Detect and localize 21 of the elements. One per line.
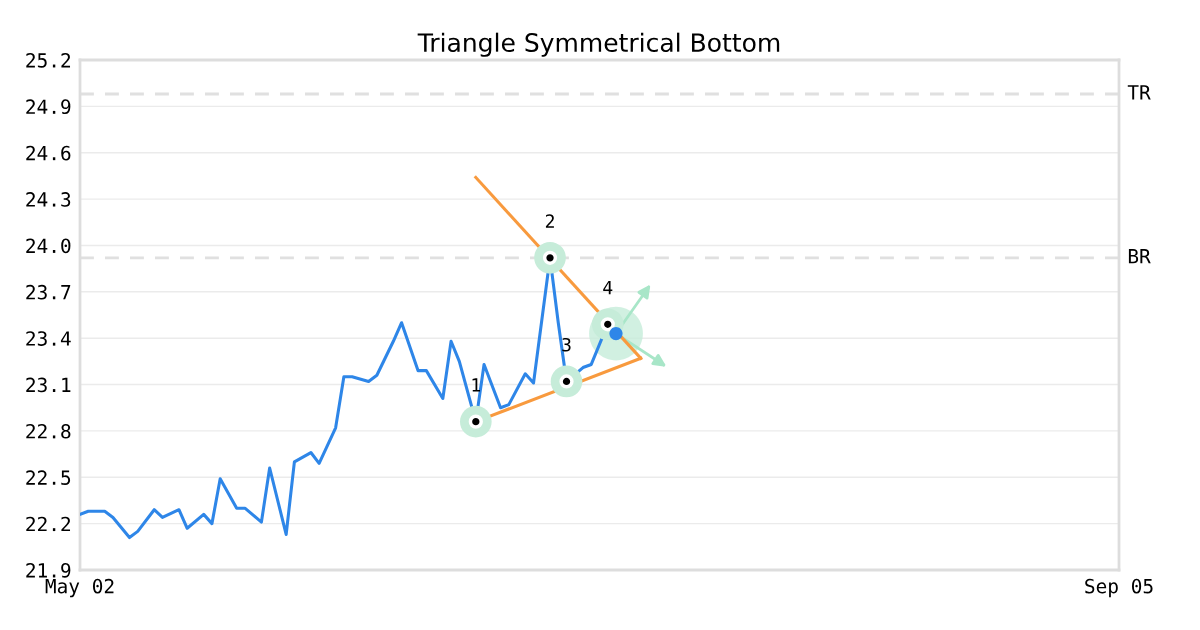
y-tick-label: 24.6 — [26, 145, 71, 161]
ref-line-label: BR — [1128, 249, 1151, 264]
y-tick-label: 23.1 — [26, 377, 71, 393]
y-tick-label: 22.2 — [26, 516, 71, 532]
y-tick-label: 24.9 — [26, 99, 71, 115]
annotation: 4 — [603, 280, 613, 295]
x-tick-label: Sep 05 — [1085, 578, 1153, 598]
annotation: 1 — [472, 378, 481, 392]
annotation: 2 — [545, 214, 554, 228]
y-tick-label: 22.5 — [26, 470, 71, 485]
y-tick-label: 23.7 — [26, 284, 71, 300]
y-tick-label: 25.2 — [26, 53, 71, 68]
y-tick-label: 22.8 — [26, 423, 71, 439]
y-tick-label: 24.3 — [26, 192, 71, 207]
chart-title: Triangle Symmetrical Bottom — [417, 32, 780, 57]
annotation: 3 — [562, 337, 571, 352]
ref-line-label: TR — [1127, 85, 1151, 100]
x-tick-label: May 02 — [45, 578, 114, 598]
y-tick-label: 24.0 — [26, 238, 71, 254]
y-tick-label: 21.9 — [26, 563, 71, 578]
y-tick-label: 23.4 — [26, 331, 71, 346]
